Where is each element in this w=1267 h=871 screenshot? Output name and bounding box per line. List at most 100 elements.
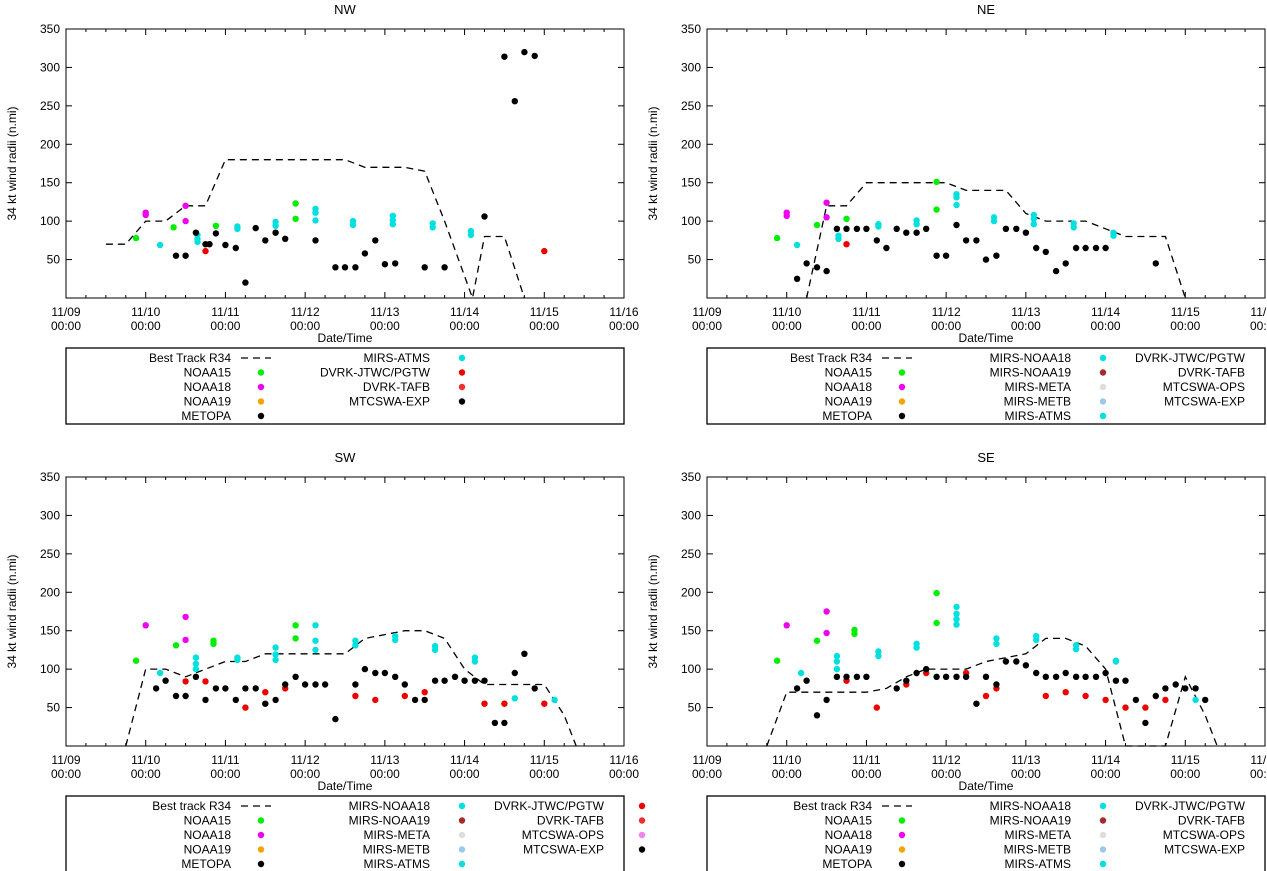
x-tick-label-date: 11/09 xyxy=(692,753,721,767)
legend-label: MTCSWA-EXP xyxy=(1164,843,1245,857)
x-tick-label-date: 11/12 xyxy=(932,305,961,319)
x-tick-label-date: 11/12 xyxy=(291,753,320,767)
data-point xyxy=(481,700,488,707)
data-point xyxy=(292,622,299,629)
y-tick-label: 350 xyxy=(681,470,701,484)
y-axis-label: 34 kt wind radii (n.mi) xyxy=(5,554,19,668)
legend-dot-symbol xyxy=(458,831,466,839)
data-point xyxy=(833,225,841,232)
data-point xyxy=(531,52,538,60)
data-point xyxy=(467,227,475,235)
y-tick-label: 150 xyxy=(681,176,701,190)
data-point xyxy=(421,264,428,271)
y-tick-label: 200 xyxy=(681,137,701,151)
data-point xyxy=(252,685,259,692)
legend-dot-symbol xyxy=(1099,831,1107,839)
data-point xyxy=(242,704,249,711)
chart-title: NE xyxy=(977,2,995,17)
x-tick-label-time: 00:00 xyxy=(370,319,400,333)
chart-title: NW xyxy=(334,2,356,17)
legend-label: NOAA15 xyxy=(184,814,232,828)
x-tick-label-time: 00:00 xyxy=(1170,767,1200,781)
data-point xyxy=(1070,220,1077,227)
data-point xyxy=(942,252,950,259)
data-point xyxy=(401,681,408,688)
data-point xyxy=(783,209,790,216)
data-point xyxy=(823,629,830,637)
data-point xyxy=(501,719,508,727)
data-point xyxy=(953,621,960,628)
x-tick-label-time: 00:00 xyxy=(1011,319,1041,333)
x-tick-label-time: 00:00 xyxy=(1170,319,1200,333)
data-point xyxy=(973,237,980,244)
data-point xyxy=(933,206,940,213)
chart-panel-ne: NE5010015020025030035011/0900:0011/1000:… xyxy=(646,2,1267,425)
y-tick-label: 50 xyxy=(688,253,702,267)
legend-label: DVRK-TAFB xyxy=(1178,366,1245,380)
data-point xyxy=(262,237,269,244)
data-point xyxy=(232,244,239,252)
legend-dot-symbol xyxy=(1099,354,1107,362)
data-point xyxy=(162,677,169,684)
data-point xyxy=(352,692,359,700)
x-tick-label-time: 00:00 xyxy=(1091,767,1121,781)
data-point xyxy=(993,635,1000,642)
data-point xyxy=(210,637,217,644)
series-dvrk-jtwc-pgtw xyxy=(843,241,850,248)
data-point xyxy=(541,247,548,255)
legend-dot-symbol xyxy=(1099,860,1107,868)
data-point xyxy=(1042,248,1049,256)
y-axis-label: 34 kt wind radii (n.mi) xyxy=(5,106,19,220)
data-point xyxy=(451,673,459,680)
data-point xyxy=(942,673,950,680)
legend-dot-symbol xyxy=(1099,817,1107,824)
legend-dot-symbol xyxy=(1099,846,1107,853)
best-track-line xyxy=(105,159,526,301)
data-point xyxy=(182,217,189,225)
legend-dot-symbol xyxy=(1099,398,1107,405)
data-point xyxy=(521,650,528,657)
data-point xyxy=(411,696,419,704)
legend-box xyxy=(706,795,1266,871)
data-point xyxy=(993,681,1000,688)
data-point xyxy=(813,637,821,644)
x-tick-label-time: 00:00 xyxy=(529,319,559,333)
legend-label: NOAA18 xyxy=(825,828,873,842)
legend-label: NOAA18 xyxy=(825,380,873,394)
x-tick-label-date: 11/14 xyxy=(450,305,479,319)
data-point xyxy=(1062,260,1069,267)
data-point xyxy=(973,700,980,707)
data-point xyxy=(192,665,200,673)
data-point xyxy=(953,610,960,617)
x-tick-label-date: 11/10 xyxy=(772,753,801,767)
x-tick-label-time: 00:00 xyxy=(450,319,480,333)
y-tick-label: 200 xyxy=(40,585,60,599)
legend-label: METOPA xyxy=(181,857,231,871)
x-tick-label-time: 00:00 xyxy=(450,767,480,781)
series-mirs-atms xyxy=(156,205,475,249)
legend-label: MTCSWA-OPS xyxy=(1163,380,1245,394)
legend-label: DVRK-JTWC/PGTW xyxy=(1135,799,1246,813)
x-tick-label-time: 00:00 xyxy=(290,319,320,333)
data-point xyxy=(232,696,239,704)
data-point xyxy=(1033,244,1040,252)
data-point xyxy=(170,224,177,231)
series-mtcswa-exp xyxy=(793,658,1209,727)
x-tick-label-time: 00:00 xyxy=(609,319,639,333)
legend-label: MIRS-METB xyxy=(1004,843,1071,857)
data-point xyxy=(1072,673,1080,680)
data-point xyxy=(312,217,319,224)
data-point xyxy=(511,695,518,702)
x-tick-label-date: 11/09 xyxy=(692,305,721,319)
data-point xyxy=(242,279,249,286)
data-point xyxy=(1110,229,1117,236)
x-tick-label-date: 11/15 xyxy=(1171,753,1200,767)
data-point xyxy=(863,673,870,680)
x-tick-label-date: 11/12 xyxy=(291,305,320,319)
data-point xyxy=(202,241,209,248)
data-point xyxy=(142,622,149,629)
legend-dot-symbol xyxy=(458,398,466,405)
legend-dot-symbol xyxy=(458,354,466,362)
data-point xyxy=(993,640,1000,647)
